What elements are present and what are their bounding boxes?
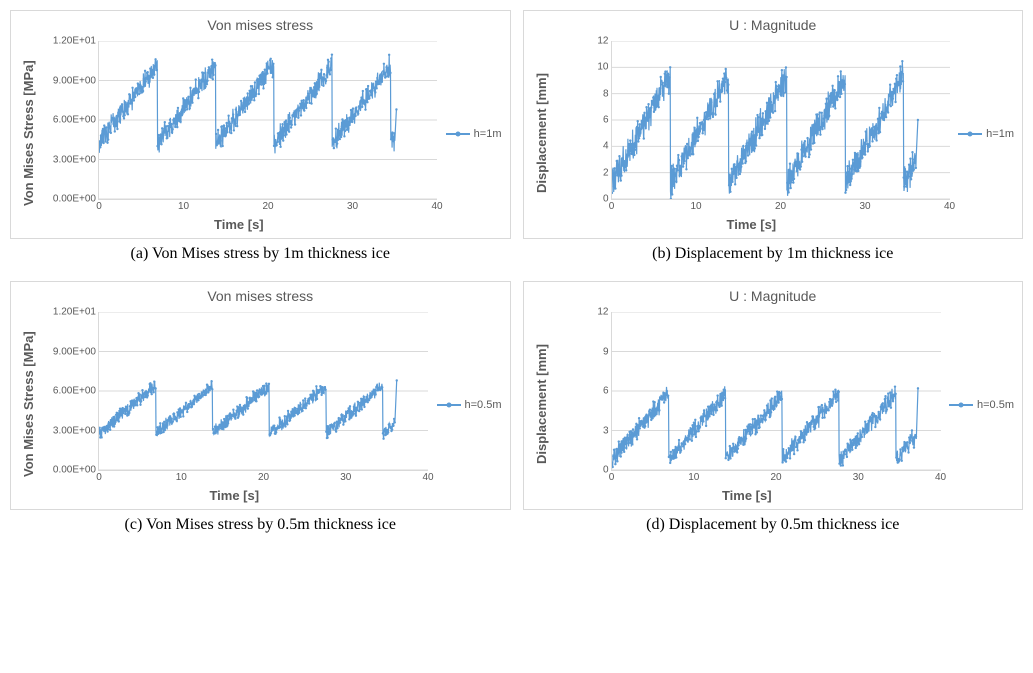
plot-area: 036912010203040 [555,306,944,486]
chart-b: U : Magnitude Displacement [mm] 02468101… [523,10,1024,239]
legend-marker-icon [958,133,982,135]
chart-a: Von mises stress Von Mises Stress [MPa] … [10,10,511,239]
y-axis-label: Displacement [mm] [532,35,551,232]
legend-label: h=1m [474,128,502,140]
x-axis-label: Time [s] [551,217,953,232]
x-axis-label: Time [s] [551,488,944,503]
legend: h=1m [952,35,1014,232]
legend: h=0.5m [431,306,502,503]
chart-d: U : Magnitude Displacement [mm] 03691201… [523,281,1024,510]
caption-b: (b) Displacement by 1m thickness ice [523,245,1024,263]
legend-marker-icon [437,404,461,406]
chart-title: Von mises stress [19,17,502,33]
legend-label: h=0.5m [465,399,502,411]
y-axis-label: Von Mises Stress [MPa] [19,306,38,503]
legend: h=0.5m [943,306,1014,503]
panel-b: U : Magnitude Displacement [mm] 02468101… [523,10,1024,277]
legend-marker-icon [949,404,973,406]
plot-area: 0.00E+003.00E+006.00E+009.00E+001.20E+01… [42,35,440,215]
chart-title: Von mises stress [19,288,502,304]
legend-label: h=0.5m [977,399,1014,411]
chart-title: U : Magnitude [532,288,1015,304]
y-axis-label: Von Mises Stress [MPa] [19,35,38,232]
chart-c: Von mises stress Von Mises Stress [MPa] … [10,281,511,510]
caption-d: (d) Displacement by 0.5m thickness ice [523,516,1024,534]
chart-title: U : Magnitude [532,17,1015,33]
plot-area: 024681012010203040 [555,35,953,215]
x-axis-label: Time [s] [38,488,431,503]
caption-a: (a) Von Mises stress by 1m thickness ice [10,245,511,263]
legend-label: h=1m [986,128,1014,140]
legend: h=1m [440,35,502,232]
y-axis-label: Displacement [mm] [532,306,551,503]
chart-grid: Von mises stress Von Mises Stress [MPa] … [10,10,1023,548]
caption-c: (c) Von Mises stress by 0.5m thickness i… [10,516,511,534]
x-axis-label: Time [s] [38,217,440,232]
panel-c: Von mises stress Von Mises Stress [MPa] … [10,281,511,548]
panel-a: Von mises stress Von Mises Stress [MPa] … [10,10,511,277]
plot-area: 0.00E+003.00E+006.00E+009.00E+001.20E+01… [42,306,431,486]
legend-marker-icon [446,133,470,135]
panel-d: U : Magnitude Displacement [mm] 03691201… [523,281,1024,548]
